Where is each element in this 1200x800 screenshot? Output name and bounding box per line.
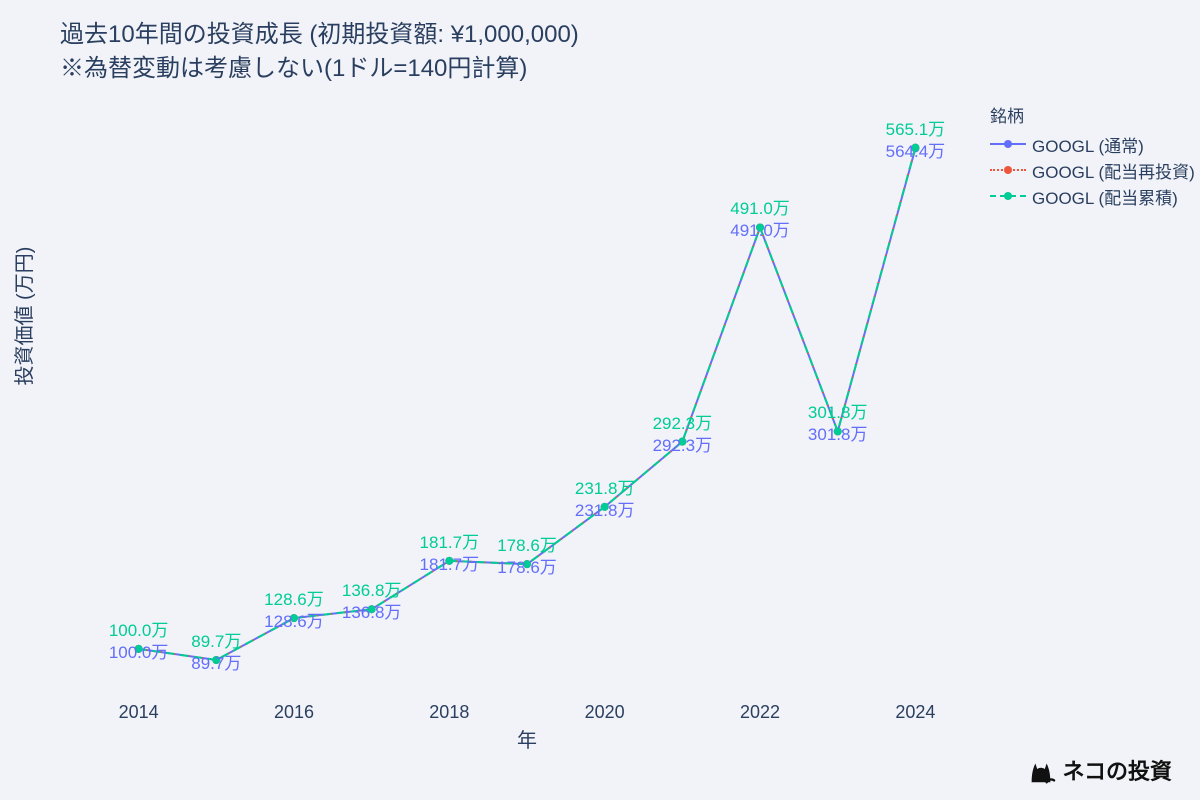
svg-text:2020: 2020 xyxy=(585,702,625,722)
value-label: 136.8万 xyxy=(342,604,402,621)
legend-title: 銘柄 xyxy=(990,102,1195,127)
legend-label: GOOGL (配当再投資) xyxy=(1032,158,1195,183)
value-label: 181.7万 xyxy=(420,534,480,551)
legend[interactable]: 銘柄 GOOGL (通常)GOOGL (配当再投資)GOOGL (配当累積) xyxy=(990,102,1195,209)
legend-item-googl-accum[interactable]: GOOGL (配当累積) xyxy=(990,183,1195,209)
plot-area: 201420162018202020222024 100.0万 89.7万 128.… xyxy=(92,110,962,692)
value-label: 565.1万 xyxy=(886,121,946,138)
footer-brand-text: ネコの投資 xyxy=(1062,754,1172,786)
y-axis-label: 投資価値 (万円) xyxy=(8,247,37,386)
legend-label: GOOGL (配当累積) xyxy=(1032,184,1178,209)
value-label: 100.0万 xyxy=(109,622,169,639)
value-label: 231.8万 xyxy=(575,502,635,519)
svg-text:2022: 2022 xyxy=(740,702,780,722)
value-label: 128.6万 xyxy=(264,613,324,630)
chart-title-line1: 過去10年間の投資成長 (初期投資額: ¥1,000,000) xyxy=(60,18,579,52)
cat-icon xyxy=(1026,756,1056,786)
legend-item-googl-reinvest[interactable]: GOOGL (配当再投資) xyxy=(990,157,1195,183)
value-label: 89.7万 xyxy=(191,633,241,650)
plot-svg: 201420162018202020222024 xyxy=(92,110,962,692)
value-label: 178.6万 xyxy=(497,537,557,554)
svg-text:2014: 2014 xyxy=(119,702,159,722)
chart-title-line2: ※為替変動は考慮しない(1ドル=140円計算) xyxy=(60,52,579,86)
value-label: 292.3万 xyxy=(653,437,713,454)
chart-title: 過去10年間の投資成長 (初期投資額: ¥1,000,000) ※為替変動は考慮… xyxy=(60,18,579,85)
svg-text:2024: 2024 xyxy=(895,702,935,722)
value-label: 301.8万 xyxy=(808,404,868,421)
legend-label: GOOGL (通常) xyxy=(1032,132,1144,157)
legend-swatch xyxy=(990,188,1026,204)
value-label: 564.4万 xyxy=(886,143,946,160)
value-label: 491.0万 xyxy=(730,200,790,217)
series-line-googl-accum xyxy=(139,148,916,660)
value-label: 181.7万 xyxy=(420,556,480,573)
legend-item-googl-normal[interactable]: GOOGL (通常) xyxy=(990,131,1195,157)
legend-swatch xyxy=(990,136,1026,152)
value-label: 89.7万 xyxy=(191,655,241,672)
svg-text:2016: 2016 xyxy=(274,702,314,722)
value-label: 136.8万 xyxy=(342,582,402,599)
svg-text:2018: 2018 xyxy=(429,702,469,722)
value-label: 100.0万 xyxy=(109,644,169,661)
value-label: 128.6万 xyxy=(264,591,324,608)
legend-swatch xyxy=(990,162,1026,178)
series-line-googl-reinvest xyxy=(139,148,916,660)
value-label: 178.6万 xyxy=(497,559,557,576)
value-label: 491.0万 xyxy=(730,222,790,239)
value-label: 292.3万 xyxy=(653,415,713,432)
footer-brand: ネコの投資 xyxy=(1026,754,1172,786)
value-label: 231.8万 xyxy=(575,480,635,497)
chart-root: 過去10年間の投資成長 (初期投資額: ¥1,000,000) ※為替変動は考慮… xyxy=(0,0,1200,800)
value-label: 301.8万 xyxy=(808,426,868,443)
x-axis-label: 年 xyxy=(92,724,962,753)
series-line-googl-normal xyxy=(139,148,916,660)
